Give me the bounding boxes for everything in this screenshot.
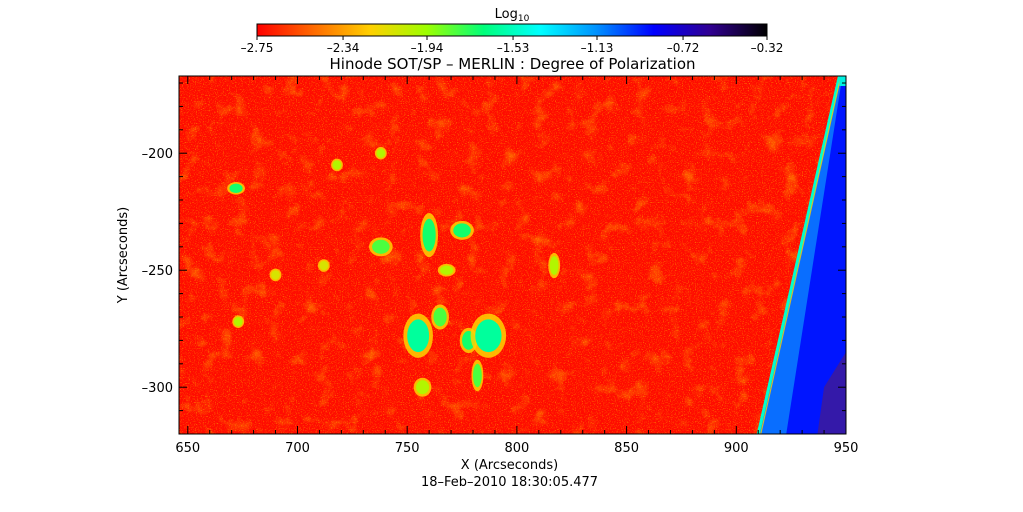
x-tick-label: 800: [504, 441, 529, 456]
polarization-region: [332, 160, 342, 170]
polarization-region: [372, 239, 390, 254]
polarization-region: [475, 319, 502, 353]
x-tick-label: 850: [614, 441, 639, 456]
x-tick-label: 700: [285, 441, 310, 456]
colorbar-gradient: [256, 23, 768, 37]
chart-title: Hinode SOT/SP – MERLIN : Degree of Polar…: [330, 55, 696, 73]
x-tick-label: 900: [724, 441, 749, 456]
limb-edge-glow: [760, 76, 842, 434]
y-axis-label: Y (Arcseconds): [116, 207, 131, 304]
y-tick-label: –300: [142, 381, 173, 396]
solar-limb: [756, 76, 846, 434]
y-tick-label: –250: [142, 264, 173, 279]
polarization-region: [319, 260, 329, 271]
colorbar: Log10 –2.75 –2.34 –1.94 –1.53 –1.13 –0.72 –0.3…: [241, 7, 784, 55]
plot-frame: [178, 75, 847, 435]
x-tick-label: 650: [175, 441, 200, 456]
polarization-region: [549, 256, 559, 275]
colorbar-tick-label: –2.34: [327, 41, 360, 55]
colorbar-tick-label: –1.13: [581, 41, 614, 55]
polarization-region: [453, 223, 471, 238]
polarization-region: [473, 363, 482, 388]
polarization-regions: [227, 146, 561, 397]
x-axis-ticks: 650 700 750 800 850 900 950: [175, 76, 858, 456]
plot-area: [179, 76, 846, 434]
colorbar-tick-label: –1.53: [497, 41, 530, 55]
colorbar-label-base: Log: [495, 7, 518, 22]
colorbar-tick-label: –2.75: [241, 41, 274, 55]
colorbar-label: Log10: [495, 7, 530, 24]
limb-edge: [756, 76, 841, 434]
polarization-region: [433, 307, 447, 327]
limb-top-cap: [839, 76, 846, 86]
y-axis-ticks: –200 –250 –300: [142, 82, 846, 435]
polarization-region: [415, 380, 430, 395]
polarization-region: [229, 183, 243, 193]
x-tick-label: 950: [834, 441, 859, 456]
polarization-region: [422, 218, 436, 252]
colorbar-ticks: –2.75 –2.34 –1.94 –1.53 –1.13 –0.72 –0.32: [241, 36, 784, 55]
polarization-region: [233, 317, 243, 327]
colorbar-tick-label: –0.32: [751, 41, 784, 55]
polarization-region: [271, 270, 280, 280]
x-tick-label: 750: [395, 441, 420, 456]
limb-dark: [817, 352, 846, 434]
date-label: 18–Feb–2010 18:30:05.477: [421, 475, 598, 490]
x-axis-label: X (Arcseconds): [461, 458, 558, 473]
polarization-region: [376, 148, 386, 158]
polarization-region: [407, 319, 430, 353]
polarization-region: [440, 265, 454, 275]
colorbar-tick-label: –1.94: [411, 41, 444, 55]
heatmap-texture-coarse: [179, 76, 846, 434]
colorbar-label-sub: 10: [518, 14, 530, 24]
y-tick-label: –200: [142, 147, 173, 162]
colorbar-tick-label: –0.72: [667, 41, 700, 55]
